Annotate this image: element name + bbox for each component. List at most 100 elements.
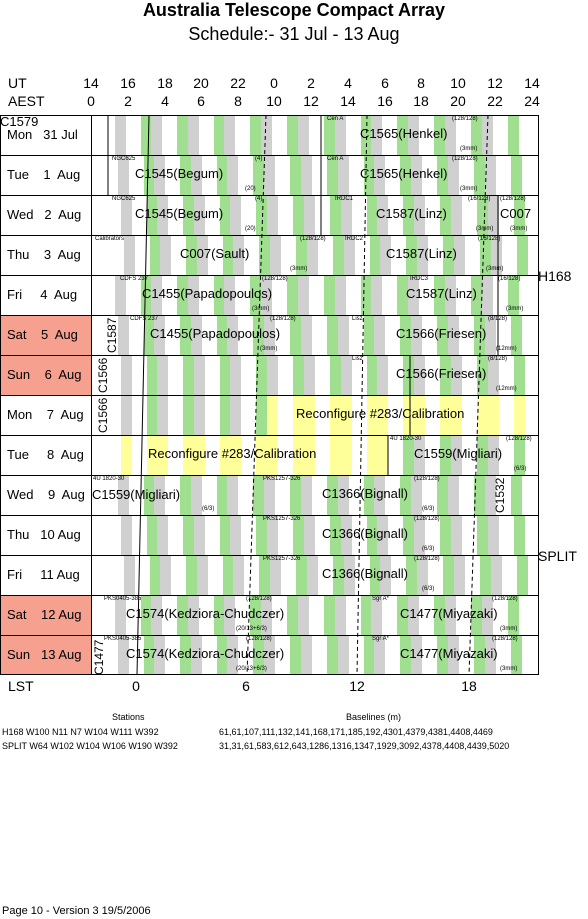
observing-band-grey — [118, 155, 129, 195]
observing-band-grey — [488, 515, 499, 555]
observing-band-grey — [374, 475, 385, 515]
source-name: 4U 1820-30 — [93, 476, 125, 482]
reconfig-band — [147, 435, 158, 475]
config-h168-label: H168 — [538, 268, 572, 284]
observing-band-grey — [194, 195, 205, 235]
observing-band-green — [508, 115, 519, 155]
observing-band-green — [511, 155, 522, 195]
ut-label: UT — [8, 75, 27, 91]
project-label[interactable]: C1574(Kedziora-Chudczer) — [126, 646, 285, 661]
observing-band-grey — [157, 515, 168, 555]
observing-band-green — [474, 475, 485, 515]
observing-band-green — [443, 555, 454, 595]
observing-band-grey — [335, 595, 346, 635]
observing-band-green — [471, 115, 482, 155]
observing-band-grey — [233, 235, 244, 275]
project-label[interactable]: C1565(Henkel) — [360, 166, 448, 181]
band-note: (6/3) — [422, 586, 435, 592]
band-note: (3mm) — [506, 306, 524, 312]
band-note: (20/13+6/3) — [236, 626, 267, 632]
observing-band-grey — [301, 475, 312, 515]
project-label[interactable]: Reconfigure #283/Calibration — [296, 406, 465, 421]
project-label[interactable]: C1559(Migliari) — [92, 487, 181, 502]
observing-band-grey — [188, 275, 199, 315]
band-note: (12mm) — [496, 346, 517, 352]
project-label[interactable]: C007 — [500, 206, 532, 221]
project-label[interactable]: C1477(Miyazaki) — [400, 646, 498, 661]
observing-band-green — [333, 235, 344, 275]
observing-band-grey — [157, 195, 168, 235]
observing-band-grey — [408, 275, 419, 315]
ut-tick-label: 16 — [120, 75, 136, 91]
reconfig-band — [293, 435, 304, 475]
project-label[interactable]: C1455(Papadopoulos) — [142, 286, 273, 301]
observing-band-grey — [118, 475, 129, 515]
project-label[interactable]: C1545(Begum) — [135, 206, 224, 221]
observing-band-green — [514, 435, 525, 475]
observing-band-grey — [157, 395, 168, 435]
reconfig-band — [267, 435, 278, 475]
reconfig-band — [330, 435, 341, 475]
observing-band-green — [364, 315, 375, 355]
observing-band-green — [150, 555, 161, 595]
observing-band-grey — [194, 515, 205, 555]
observing-band-green — [364, 155, 375, 195]
observing-band-grey — [451, 195, 462, 235]
project-label[interactable]: C1477(Miyazaki) — [400, 606, 498, 621]
observing-band-grey — [227, 635, 238, 675]
observing-band-green — [186, 235, 197, 275]
observing-band-grey — [408, 115, 419, 155]
weekend-highlight — [0, 595, 91, 635]
project-label[interactable]: C1366(Bignall) — [322, 566, 408, 581]
observing-band-green — [471, 275, 482, 315]
observing-band-green — [480, 235, 491, 275]
correlator-config: (128/128) — [262, 276, 288, 282]
band-note: (3mm) — [252, 306, 270, 312]
project-label[interactable]: C1587(Linz) — [376, 206, 447, 221]
project-label[interactable]: C007(Sault) — [180, 246, 250, 261]
project-label[interactable]: C1366(Bignall) — [322, 486, 408, 501]
aest-tick-label: 8 — [234, 93, 242, 109]
observing-band-green — [259, 235, 270, 275]
project-label[interactable]: C1566(Friesen) — [396, 326, 487, 341]
observing-band-green — [437, 155, 448, 195]
observing-band-green — [253, 475, 264, 515]
band-note: (3mm) — [260, 346, 278, 352]
project-label[interactable]: C1587(Linz) — [386, 246, 457, 261]
correlator-config: (128/128) — [414, 476, 440, 482]
project-label[interactable]: C1559(Migliari) — [414, 446, 503, 461]
project-label[interactable]: C1455(Papadopoulos) — [150, 326, 281, 341]
project-label[interactable]: C1587(Linz) — [406, 286, 477, 301]
observing-band-grey — [454, 235, 465, 275]
schedule-row: Tue 8 Aug Reconfigure #283/Calibration C15… — [0, 435, 588, 475]
correlator-config: (128/128) — [246, 636, 272, 642]
project-label[interactable]: C1574(Kedziora-Chudczer) — [126, 606, 285, 621]
observing-band-grey — [380, 555, 391, 595]
project-label[interactable]: C1566(Friesen) — [396, 366, 487, 381]
observing-band-grey — [414, 195, 425, 235]
project-label[interactable]: Reconfigure #283/Calibration — [148, 446, 317, 461]
observing-band-green — [403, 435, 414, 475]
observing-band-grey — [160, 235, 171, 275]
ut-tick-label: 8 — [417, 75, 425, 91]
correlator-config: (128/128) — [414, 516, 440, 522]
observing-band-green — [367, 355, 378, 395]
source-name: IRDC3 — [410, 276, 429, 282]
observing-band-green — [434, 595, 445, 635]
reconfig-band — [121, 435, 132, 475]
correlator-config: (4) — [255, 196, 263, 202]
project-label[interactable]: C1545(Begum) — [135, 166, 224, 181]
observing-band-green — [214, 115, 225, 155]
observing-band-green — [397, 595, 408, 635]
project-label[interactable]: C1565(Henkel) — [360, 126, 448, 141]
reconfig-band — [220, 435, 231, 475]
project-label[interactable]: C1579 — [0, 114, 39, 129]
observing-band-grey — [154, 155, 165, 195]
observing-band-green — [514, 355, 525, 395]
page-subtitle: Schedule:- 31 Jul - 13 Aug — [188, 24, 400, 44]
weekend-highlight — [0, 315, 91, 355]
observing-band-green — [290, 635, 301, 675]
project-label[interactable]: C1366(Bignall) — [322, 526, 408, 541]
observing-band-grey — [261, 595, 272, 635]
observing-band-grey — [445, 115, 456, 155]
